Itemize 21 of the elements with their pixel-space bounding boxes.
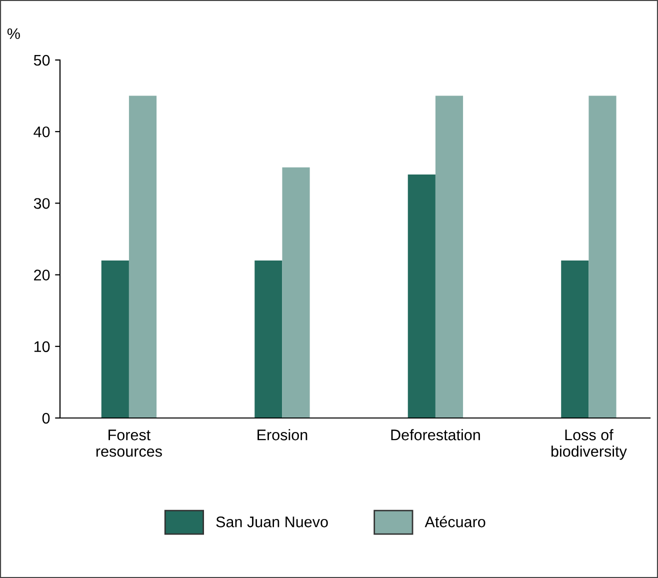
x-tick-label: Deforestation — [391, 429, 480, 440]
x-tick-label: Erosion — [258, 429, 308, 440]
y-tick-label: 50 — [34, 54, 50, 66]
bar — [101, 260, 129, 418]
legend-label: Atécuaro — [424, 516, 486, 528]
bar — [588, 96, 616, 418]
bar — [282, 167, 310, 418]
bar — [128, 96, 157, 418]
y-tick-label: 10 — [34, 341, 50, 352]
bar — [561, 260, 589, 418]
y-tick-label: 0 — [42, 412, 50, 424]
legend-label: San Juan Nuevo — [216, 516, 328, 528]
y-tick-label: 40 — [34, 126, 50, 138]
bar — [254, 260, 282, 418]
x-tick-label: Loss of biodiversity — [551, 429, 627, 460]
y-axis-title: % — [7, 28, 20, 40]
bar — [408, 174, 436, 418]
y-tick-label: 20 — [34, 270, 50, 280]
bar — [435, 96, 464, 418]
x-tick-label: Forest resources — [96, 430, 162, 457]
y-tick-label: 30 — [34, 198, 50, 209]
